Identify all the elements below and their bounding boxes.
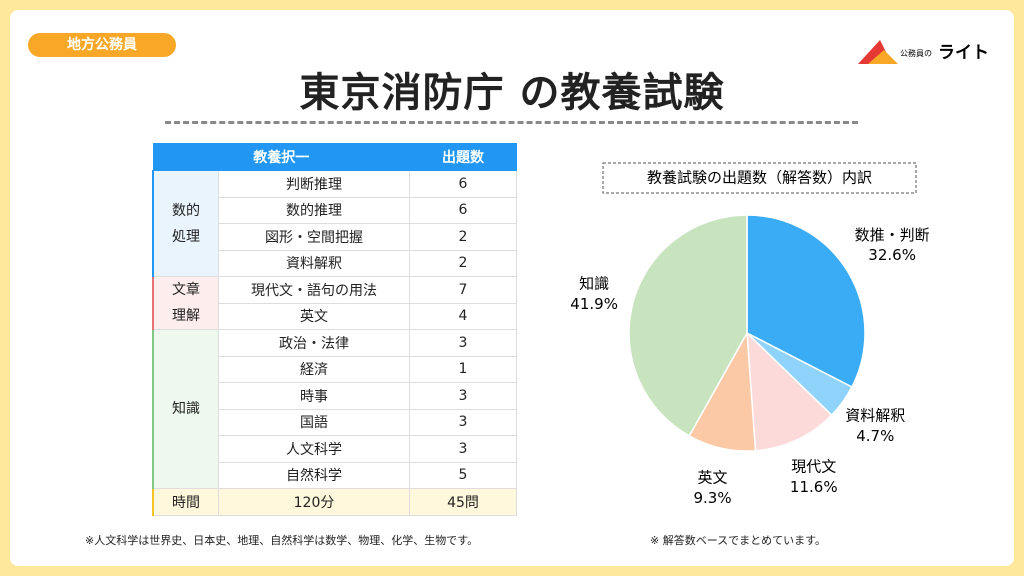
- slice-label: 英文 9.3%: [694, 469, 732, 507]
- group-cell: 数的処理: [152, 170, 219, 277]
- group-label: 文章理解: [171, 282, 200, 324]
- table-row: 知識 政治・法律 3: [152, 329, 517, 489]
- value-label: 9.3%: [694, 489, 732, 507]
- category-label: 数推・判断: [855, 226, 930, 244]
- slice-label: 知識 41.9%: [570, 275, 618, 313]
- pie-slice: [746, 214, 866, 389]
- note: ※人文科学は世界史、日本史、地理、自然科学は数学、物理、化学、生物です。: [85, 534, 479, 547]
- logo: 公務員の ライト: [858, 40, 989, 64]
- footer-row: 時間 120分 45問: [152, 488, 517, 516]
- count-cell: 7: [409, 276, 517, 304]
- exam-table: 教養択一 出題数 数的処理 判断推理 6 数的推理 6 図形・空間把握 2 資料解釈 2 文章理解 現代…: [152, 143, 517, 516]
- table-row: 資料解釈 2: [153, 249, 517, 277]
- divider: [165, 121, 858, 124]
- value-label: 41.9%: [570, 295, 618, 313]
- category-label: 現代文: [791, 458, 836, 476]
- header-cell: 出題数: [409, 143, 517, 171]
- group-label: 数的処理: [171, 202, 200, 245]
- badge: 地方公務員: [28, 33, 176, 57]
- category-label: 知識: [579, 275, 609, 293]
- logo-text: ライト: [938, 43, 989, 63]
- count-cell: 3: [409, 382, 517, 410]
- count-cell: 3: [409, 435, 517, 463]
- count-cell: 2: [409, 249, 517, 277]
- count-cell: 6: [409, 196, 517, 224]
- group-cell: 文章理解: [152, 276, 219, 330]
- count-cell: 2: [409, 223, 517, 251]
- group-label: 知識: [171, 401, 200, 417]
- footer-cell: 時間: [152, 488, 219, 516]
- chart-title-box: [602, 162, 917, 194]
- slice-label: 資料解釈 4.7%: [845, 407, 905, 445]
- subject-cell: 政治・法律: [218, 329, 410, 357]
- count-cell: 6: [409, 170, 517, 198]
- subject-cell: 資料解釈: [218, 249, 410, 277]
- count-cell: 3: [409, 329, 517, 357]
- logo-icon: [868, 50, 898, 64]
- table-row: 図形・空間把握 2: [153, 223, 517, 251]
- footer-cell: 45問: [409, 488, 517, 516]
- pie-slice: [628, 214, 748, 437]
- value-label: 4.7%: [856, 427, 894, 445]
- logo-text: 公務員の: [900, 48, 932, 58]
- count-cell: 3: [409, 408, 517, 436]
- table-row: 国語 3: [153, 408, 517, 436]
- table-row: 数的処理 判断推理 6: [152, 170, 517, 277]
- table-row: 経済 1: [153, 355, 517, 383]
- category-label: 英文: [698, 469, 728, 487]
- group-cell: 知識: [152, 329, 219, 489]
- subject-cell: 国語: [218, 408, 410, 436]
- chart-title: 教養試験の出題数（解答数）内訳: [647, 169, 872, 187]
- header-row: 教養択一 出題数: [152, 143, 517, 171]
- subject-cell: 数的推理: [218, 196, 410, 224]
- footer-cell: 120分: [218, 488, 410, 516]
- slice-label: 数推・判断 32.6%: [855, 226, 930, 264]
- category-label: 資料解釈: [845, 407, 905, 425]
- table-row: 数的推理 6: [153, 196, 517, 224]
- value-label: 32.6%: [868, 246, 916, 264]
- value-label: 11.6%: [790, 478, 838, 496]
- header-cell: 教養択一: [152, 143, 410, 171]
- subject-cell: 自然科学: [218, 461, 410, 489]
- subject-cell: 判断推理: [218, 170, 410, 198]
- pie-slice: [746, 331, 833, 452]
- slice-label: 現代文 11.6%: [790, 458, 838, 496]
- note: ※ 解答数ベースでまとめています。: [650, 534, 827, 547]
- title: 東京消防庁 の教養試験: [299, 70, 725, 116]
- table-row: 時事 3: [153, 382, 517, 410]
- table-row: 文章理解 現代文・語句の用法 7: [152, 276, 517, 330]
- subject-cell: 図形・空間把握: [218, 223, 410, 251]
